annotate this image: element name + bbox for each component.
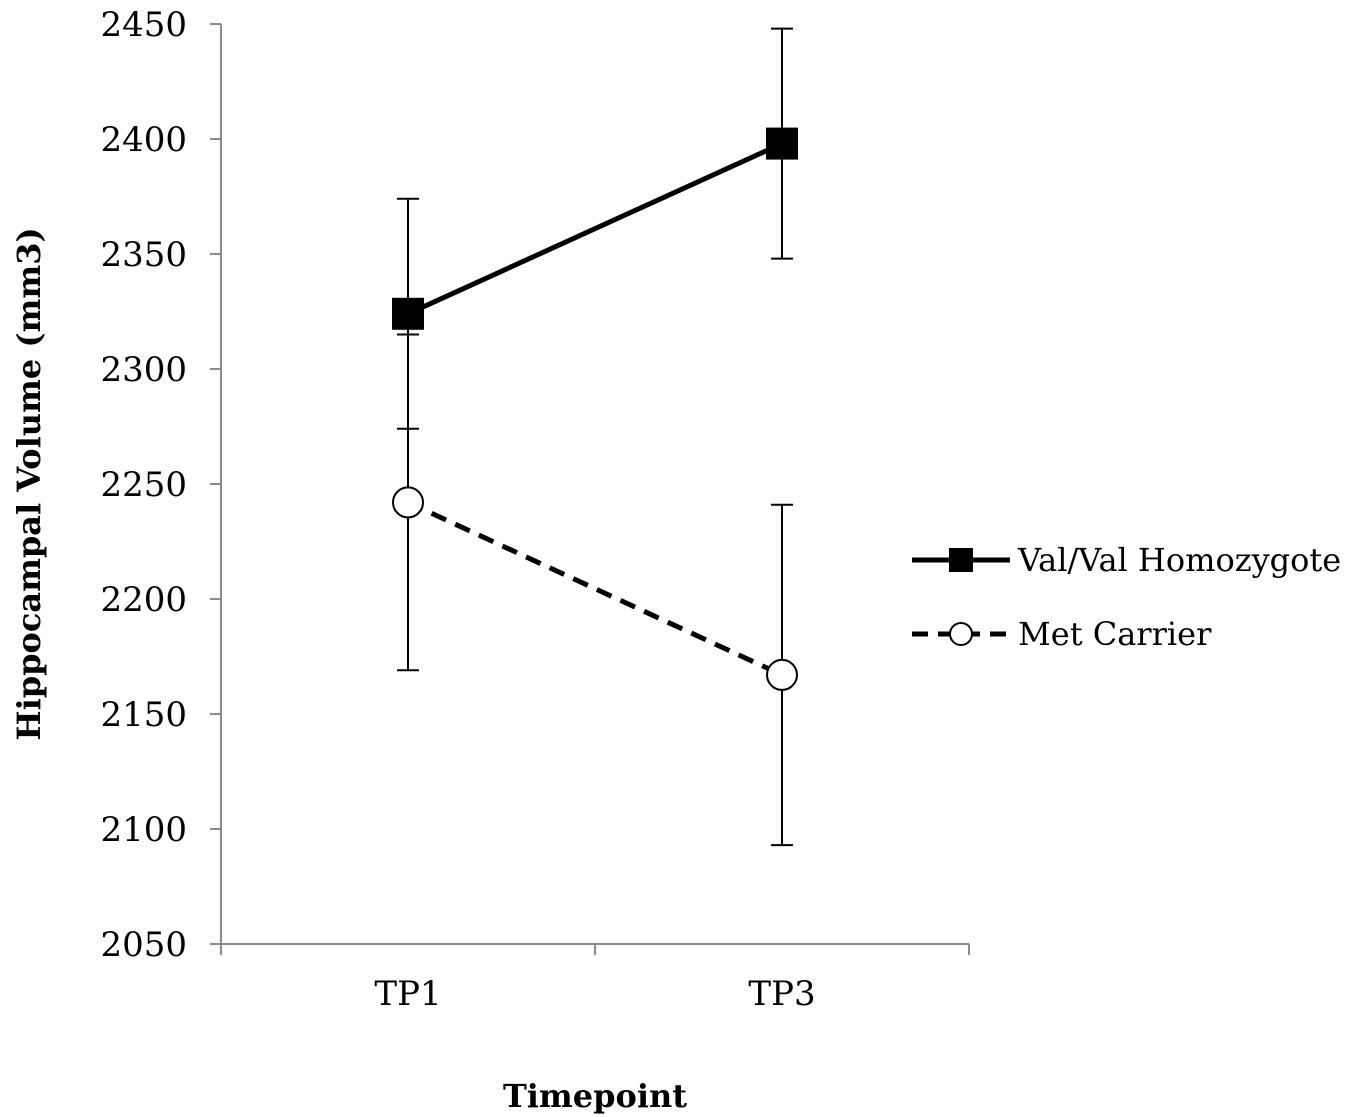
y-tick-label: 2100 bbox=[100, 810, 187, 850]
y-tick-label: 2250 bbox=[100, 465, 187, 505]
data-point bbox=[392, 486, 424, 519]
series-line bbox=[406, 141, 784, 317]
data-point bbox=[766, 127, 798, 160]
legend-item: Met Carrier bbox=[912, 615, 1212, 653]
axes bbox=[220, 24, 969, 945]
x-axis-title: Timepoint bbox=[503, 1077, 687, 1115]
y-tick-label: 2300 bbox=[100, 350, 187, 390]
series-line bbox=[406, 500, 784, 678]
data-point bbox=[392, 297, 424, 330]
y-tick-label: 2400 bbox=[100, 120, 187, 160]
legend: Val/Val Homozygote Met Carrier bbox=[912, 541, 1341, 653]
x-ticks: TP1 TP3 bbox=[220, 944, 970, 1014]
y-ticks: 2050 2100 2150 2200 2250 2300 2350 2400 2450 bbox=[100, 5, 221, 965]
legend-marker bbox=[949, 548, 973, 572]
y-tick-label: 2350 bbox=[100, 235, 187, 275]
x-tick-label: TP3 bbox=[748, 974, 815, 1014]
series-1 bbox=[392, 27, 798, 430]
y-tick-label: 2050 bbox=[100, 925, 187, 965]
legend-label: Val/Val Homozygote bbox=[1017, 541, 1341, 579]
y-axis-title: Hippocampal Volume (mm3) bbox=[10, 227, 48, 740]
y-tick-label: 2450 bbox=[100, 5, 187, 45]
legend-label: Met Carrier bbox=[1018, 615, 1212, 653]
legend-marker bbox=[949, 622, 973, 646]
series-2 bbox=[392, 333, 798, 847]
y-tick-label: 2150 bbox=[100, 695, 187, 735]
x-tick-label: TP1 bbox=[374, 974, 441, 1014]
legend-item: Val/Val Homozygote bbox=[912, 541, 1341, 579]
y-tick-label: 2200 bbox=[100, 580, 187, 620]
series-layer bbox=[392, 27, 798, 847]
data-point bbox=[766, 658, 798, 691]
